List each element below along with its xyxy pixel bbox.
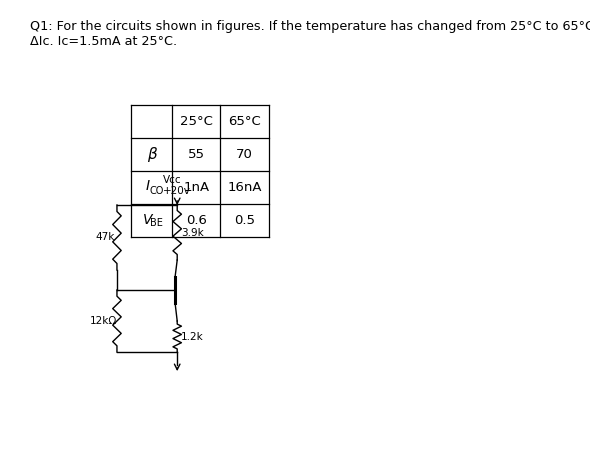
Text: +20v: +20v — [163, 186, 191, 196]
Text: 16nA: 16nA — [227, 181, 262, 194]
Text: 1nA: 1nA — [183, 181, 209, 194]
Text: CO: CO — [149, 186, 164, 196]
Text: 55: 55 — [188, 148, 205, 161]
Text: I: I — [145, 180, 149, 193]
Text: β: β — [147, 147, 156, 162]
Text: BE: BE — [150, 218, 163, 228]
Text: V: V — [143, 212, 152, 227]
Text: 65°C: 65°C — [228, 115, 261, 128]
Text: 12kΩ: 12kΩ — [90, 316, 117, 326]
Text: 0.6: 0.6 — [186, 214, 206, 227]
Text: 3.9k: 3.9k — [181, 228, 204, 238]
Text: Vcc: Vcc — [163, 175, 182, 185]
Text: Q1: For the circuits shown in figures. If the temperature has changed from 25°C : Q1: For the circuits shown in figures. I… — [30, 20, 590, 33]
Text: 0.5: 0.5 — [234, 214, 255, 227]
Text: 70: 70 — [236, 148, 253, 161]
Text: 47k: 47k — [96, 232, 115, 243]
Text: ΔIc. Ic=1.5mA at 25°C.: ΔIc. Ic=1.5mA at 25°C. — [30, 35, 177, 48]
Text: 25°C: 25°C — [180, 115, 213, 128]
Text: 1.2k: 1.2k — [181, 332, 204, 342]
